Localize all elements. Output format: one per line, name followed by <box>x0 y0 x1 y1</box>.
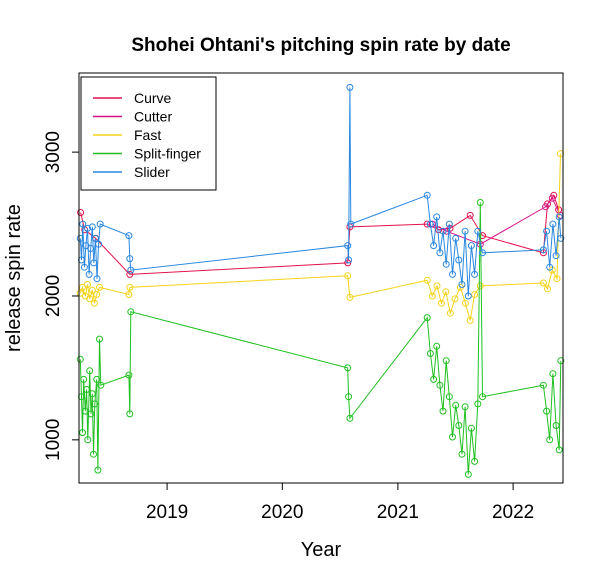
y-tick-label: 1000 <box>43 419 64 461</box>
x-tick-label: 2020 <box>261 502 303 523</box>
legend-label: Cutter <box>134 109 172 125</box>
series-line <box>81 195 559 274</box>
legend-label: Fast <box>134 127 161 143</box>
x-tick-label: 2022 <box>492 502 534 523</box>
series-split-finger <box>77 200 564 478</box>
legend: Curve Cutter Fast Split-finger Slider <box>81 77 216 190</box>
y-axis: 1000 2000 3000 <box>43 131 79 461</box>
legend-label: Split-finger <box>134 146 201 162</box>
series-line <box>432 198 560 244</box>
x-axis: 2019 2020 2021 2022 <box>146 483 534 523</box>
y-axis-title: release spin rate <box>3 204 25 352</box>
y-tick-label: 2000 <box>43 275 64 317</box>
x-tick-label: 2021 <box>377 502 419 523</box>
series-line <box>80 203 561 475</box>
series-curve <box>78 192 562 277</box>
legend-label: Curve <box>134 90 172 106</box>
x-axis-title: Year <box>301 539 342 561</box>
y-tick-label: 3000 <box>43 131 64 173</box>
chart-title: Shohei Ohtani's pitching spin rate by da… <box>131 35 510 56</box>
x-tick-label: 2019 <box>146 502 188 523</box>
legend-label: Slider <box>134 164 170 180</box>
